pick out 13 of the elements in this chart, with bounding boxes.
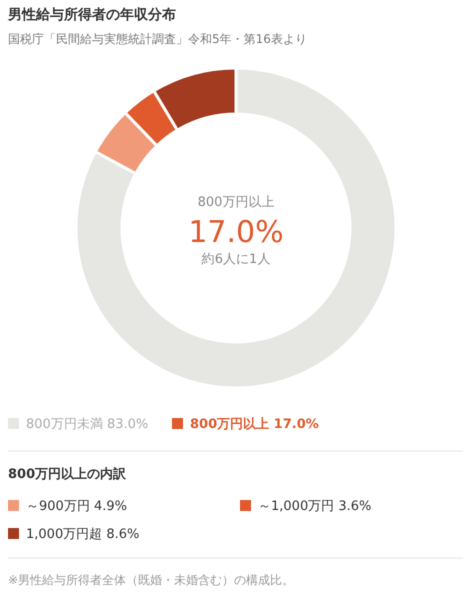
legend-label: ～900万円 4.9% <box>26 499 127 514</box>
legend-label: 1,000万円超 8.6% <box>26 527 140 542</box>
legend-label: ～1,000万円 3.6% <box>258 499 372 514</box>
text: 800万円以上の内訳 <box>8 466 128 482</box>
text: 800万円以上 <box>198 195 274 210</box>
text: ※男性給与所得者全体（既婚・未婚含む）の構成比。 <box>8 573 294 587</box>
text: 800万円以上 17.0% <box>190 417 319 432</box>
text: 約6人に1人 <box>202 252 270 267</box>
chart-title: 男性給与所得者の年収分布 <box>7 7 176 23</box>
text: 17.0% <box>188 215 284 250</box>
chart-subtitle: 国税庁「民間給与実態統計調査」令和5年・第16表より <box>8 32 307 46</box>
legend-label: 800万円未満 83.0% <box>26 417 148 432</box>
donut-slice <box>74 66 398 390</box>
